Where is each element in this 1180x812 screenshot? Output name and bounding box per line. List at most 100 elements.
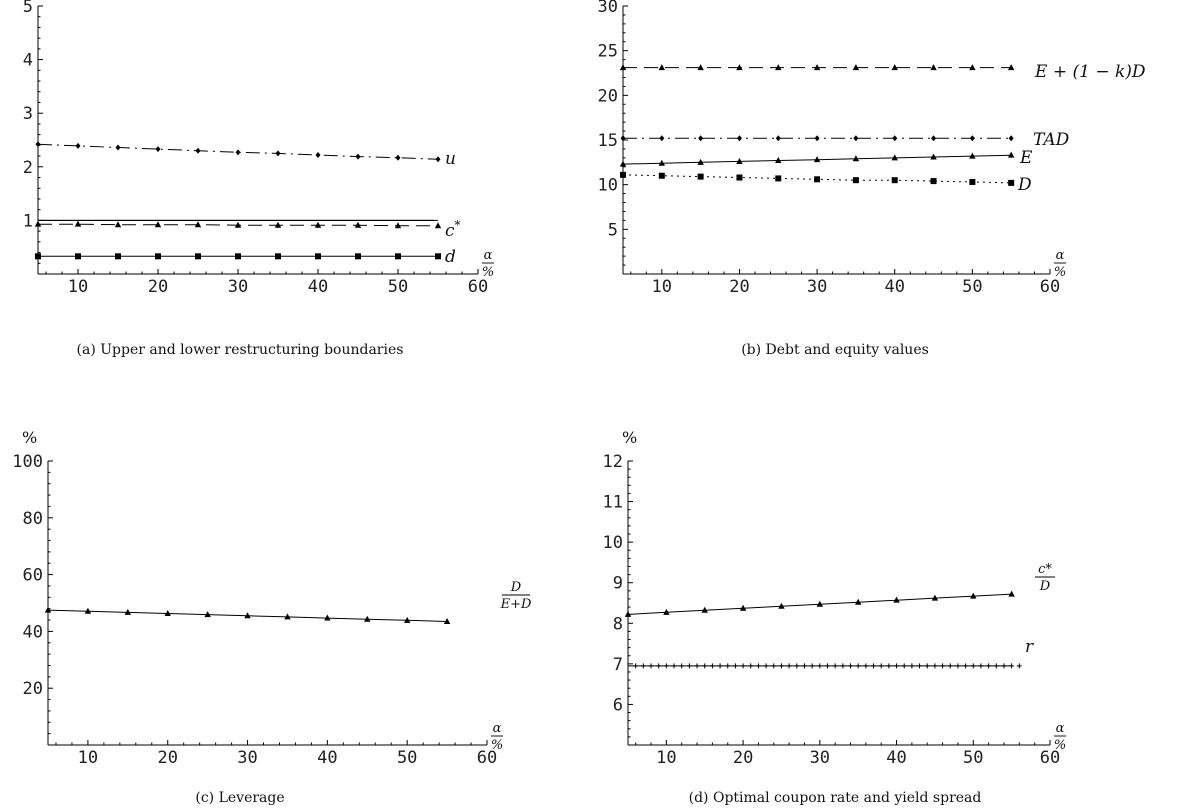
data-point <box>816 600 824 607</box>
data-point <box>970 592 977 599</box>
series-4: d <box>35 247 456 267</box>
x-tick-label: 30 <box>810 748 830 768</box>
data-point <box>736 174 743 181</box>
series-label: E <box>1019 148 1033 168</box>
data-point <box>275 150 281 157</box>
data-point <box>354 221 362 228</box>
series-label: r <box>1025 637 1034 657</box>
data-point <box>931 135 937 142</box>
data-point <box>930 64 937 71</box>
data-point <box>732 663 738 669</box>
data-point <box>775 64 782 71</box>
data-point <box>775 157 782 164</box>
panel-caption: (d) Optimal coupon rate and yield spread <box>689 790 982 806</box>
data-point <box>195 253 201 260</box>
data-point <box>115 253 121 260</box>
series-label: E + (1 − k)D <box>1034 62 1146 82</box>
data-point <box>901 663 907 669</box>
data-point <box>658 64 666 71</box>
data-point <box>355 153 361 160</box>
x-axis-label: α% <box>1054 248 1066 280</box>
series-label: u <box>445 149 456 169</box>
data-point <box>284 613 291 620</box>
data-point <box>75 253 81 260</box>
data-point <box>755 663 761 669</box>
data-point <box>194 221 202 228</box>
data-point <box>1007 151 1015 158</box>
x-tick-label: 20 <box>148 277 168 297</box>
x-axis-label-numerator: α <box>493 721 502 736</box>
data-point <box>775 175 782 182</box>
data-point <box>947 663 953 669</box>
data-point <box>659 135 665 142</box>
data-point <box>739 604 747 611</box>
data-point <box>686 663 692 669</box>
y-tick-label: 7 <box>613 655 623 675</box>
data-point <box>794 663 800 669</box>
data-point <box>891 154 898 161</box>
data-point <box>893 596 900 603</box>
x-tick-label: 10 <box>656 748 676 768</box>
x-tick-label: 60 <box>1040 277 1060 297</box>
data-point <box>709 663 715 669</box>
data-point <box>871 663 877 669</box>
data-point <box>940 663 946 669</box>
data-point <box>619 160 627 167</box>
data-point <box>275 253 281 260</box>
data-point <box>969 152 976 159</box>
data-point <box>891 64 898 71</box>
data-point <box>355 253 361 260</box>
x-tick-label: 40 <box>886 748 906 768</box>
data-point <box>778 602 785 609</box>
data-point <box>235 149 241 156</box>
series-label: d <box>445 247 456 267</box>
data-point <box>725 663 731 669</box>
data-point <box>35 253 41 260</box>
data-point <box>736 157 743 164</box>
data-point <box>969 64 976 71</box>
data-point <box>930 153 937 160</box>
data-point <box>848 663 854 669</box>
panel-caption: (c) Leverage <box>195 790 284 806</box>
data-point <box>832 663 838 669</box>
data-point <box>34 220 42 227</box>
series-label-numerator: c* <box>1038 562 1052 577</box>
data-point <box>963 663 969 669</box>
data-point <box>878 663 884 669</box>
series-label-denominator: E+D <box>500 597 532 612</box>
x-tick-label: 50 <box>388 277 408 297</box>
data-point <box>1008 179 1015 186</box>
series-1: E + (1 − k)D <box>619 62 1146 82</box>
data-point <box>854 598 862 605</box>
y-tick-label: 100 <box>12 452 43 472</box>
data-point <box>775 135 781 142</box>
data-point <box>814 135 820 142</box>
data-point <box>702 663 708 669</box>
data-point <box>619 64 627 71</box>
data-point <box>748 663 754 669</box>
data-point <box>917 663 923 669</box>
x-tick-label: 50 <box>962 277 982 297</box>
data-point <box>663 663 669 669</box>
y-tick-label: 20 <box>23 679 43 699</box>
data-point <box>694 663 700 669</box>
data-point <box>35 141 41 148</box>
data-point <box>395 253 401 260</box>
data-point <box>813 156 821 163</box>
data-point <box>892 135 898 142</box>
x-tick-label: 40 <box>317 748 337 768</box>
data-point <box>443 617 451 624</box>
data-point <box>315 253 321 260</box>
data-point <box>115 144 121 151</box>
y-tick-label: 60 <box>23 566 43 586</box>
series-2: r <box>628 637 1034 669</box>
data-point <box>315 152 321 159</box>
chart-panel-4: 10 20 30 40 50 60 6 7 8 9 10 11 12 α%% c* Dr (d) Optimal… <box>603 428 1067 806</box>
chart-panel-1: 10 20 30 40 50 60 1 2 3 4 5 α% u c* d (a) Upper and low… <box>23 0 494 358</box>
y-tick-label: 3 <box>23 104 33 124</box>
x-tick-label: 10 <box>78 748 98 768</box>
data-point <box>978 663 984 669</box>
y-tick-label: 12 <box>603 452 623 472</box>
x-axis-label-numerator: α <box>1056 721 1065 736</box>
